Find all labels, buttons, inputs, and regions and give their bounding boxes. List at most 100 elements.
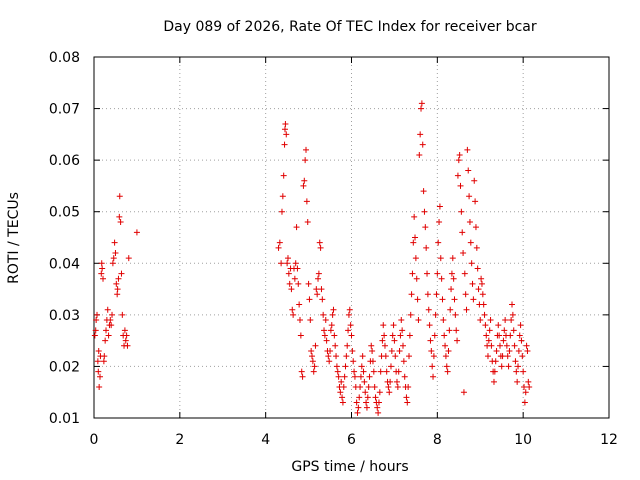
- data-point: [464, 146, 471, 153]
- data-point: [424, 291, 431, 298]
- data-point: [447, 306, 454, 313]
- y-tick-labels: 0.01 0.02 0.03 0.04 0.05 0.06 0.07 0.08: [49, 50, 80, 427]
- data-point: [372, 394, 379, 401]
- data-point: [472, 224, 479, 231]
- data-point: [424, 270, 431, 277]
- data-point: [495, 322, 502, 329]
- data-point: [509, 301, 516, 308]
- data-point: [512, 358, 519, 365]
- data-point: [393, 378, 400, 385]
- data-point: [487, 317, 494, 324]
- data-point: [290, 311, 297, 318]
- y-tick-label: 0.05: [49, 205, 80, 221]
- data-point: [304, 219, 311, 226]
- data-point: [394, 384, 401, 391]
- data-point: [349, 347, 356, 354]
- x-tick-label: 8: [433, 432, 442, 448]
- data-point: [283, 131, 290, 138]
- data-point: [470, 296, 477, 303]
- data-point: [345, 311, 352, 318]
- data-point: [278, 260, 285, 267]
- data-point: [519, 353, 526, 360]
- data-point: [404, 399, 411, 406]
- data-point: [360, 368, 367, 375]
- data-point: [521, 384, 528, 391]
- data-point: [124, 342, 131, 349]
- data-point: [390, 322, 397, 329]
- data-point: [340, 384, 347, 391]
- data-point: [109, 311, 116, 318]
- data-point: [480, 301, 487, 308]
- x-tick-label: 2: [175, 432, 184, 448]
- data-point: [477, 317, 484, 324]
- data-point: [469, 280, 476, 287]
- data-point: [415, 317, 422, 324]
- data-point: [369, 358, 376, 365]
- data-point: [434, 270, 441, 277]
- y-tick-label: 0.03: [49, 308, 80, 324]
- data-point: [426, 322, 433, 329]
- data-point: [409, 270, 416, 277]
- data-point: [449, 255, 456, 262]
- data-point: [103, 327, 110, 334]
- data-point: [298, 368, 305, 375]
- data-point: [391, 337, 398, 344]
- data-point: [450, 275, 457, 282]
- data-point: [365, 384, 372, 391]
- data-point: [425, 306, 432, 313]
- data-point: [521, 399, 528, 406]
- data-point: [427, 337, 434, 344]
- data-point: [371, 384, 378, 391]
- data-point: [445, 347, 452, 354]
- data-point: [95, 368, 102, 375]
- data-point: [281, 141, 288, 148]
- data-point: [389, 332, 396, 339]
- data-point: [293, 224, 300, 231]
- data-point: [411, 213, 418, 220]
- data-point: [501, 327, 508, 334]
- data-point: [121, 327, 128, 334]
- data-point: [310, 368, 317, 375]
- data-point: [309, 358, 316, 365]
- data-point: [442, 353, 449, 360]
- data-point: [125, 255, 132, 262]
- data-point: [374, 404, 381, 411]
- data-point: [337, 389, 344, 396]
- data-point: [448, 286, 455, 293]
- data-point: [517, 322, 524, 329]
- data-point: [102, 337, 109, 344]
- data-point: [338, 378, 345, 385]
- data-point: [465, 167, 472, 174]
- data-point: [366, 373, 373, 380]
- data-point: [118, 270, 125, 277]
- data-point: [383, 368, 390, 375]
- y-tick-label: 0.06: [49, 153, 80, 169]
- data-point: [361, 378, 368, 385]
- data-point: [458, 208, 465, 215]
- data-point: [282, 121, 289, 128]
- data-point: [285, 270, 292, 277]
- data-point: [520, 368, 527, 375]
- data-point: [392, 353, 399, 360]
- data-point: [509, 311, 516, 318]
- data-point: [286, 280, 293, 287]
- grid-lines: [94, 57, 609, 418]
- y-tick-label: 0.08: [49, 50, 80, 66]
- data-point: [442, 342, 449, 349]
- data-point: [381, 342, 388, 349]
- data-point: [474, 265, 481, 272]
- data-point: [460, 249, 467, 256]
- data-point: [119, 311, 126, 318]
- data-point: [339, 399, 346, 406]
- data-point: [510, 327, 517, 334]
- data-point: [398, 317, 405, 324]
- x-tick-label: 6: [347, 432, 356, 448]
- data-point: [438, 275, 445, 282]
- data-point: [297, 317, 303, 324]
- data-point: [481, 311, 488, 318]
- data-point: [400, 342, 406, 349]
- data-point: [418, 100, 425, 107]
- data-point: [406, 332, 413, 339]
- data-point: [279, 193, 286, 200]
- data-point: [322, 317, 329, 324]
